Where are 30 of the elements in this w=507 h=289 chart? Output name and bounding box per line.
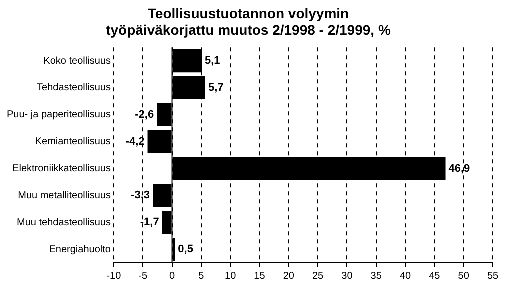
chart-title: Teollisuustuotannon volyymin bbox=[148, 5, 350, 22]
x-tick-label: -10 bbox=[106, 270, 122, 282]
x-tick-label: 20 bbox=[283, 270, 295, 282]
y-tick-label: Energiahuolto bbox=[49, 244, 112, 256]
y-tick-label: Muu metalliteollisuus bbox=[18, 190, 111, 202]
y-tick-label: Muu tehdasteollisuus bbox=[16, 217, 111, 228]
data-label: 5,1 bbox=[205, 55, 220, 68]
data-label: 46,9 bbox=[448, 162, 470, 175]
x-tick-label: -5 bbox=[138, 270, 148, 282]
x-tick-label: 40 bbox=[400, 270, 412, 282]
x-tick-label: 5 bbox=[198, 270, 205, 282]
chart-subtitle: työpäiväkorjattu muutos 2/1998 - 2/1999, % bbox=[106, 22, 392, 38]
x-tick-label: 15 bbox=[254, 270, 266, 282]
y-tick-label: Puu- ja paperiteollisuus bbox=[6, 110, 111, 121]
x-tick-label: 50 bbox=[458, 270, 470, 282]
x-tick-label: 45 bbox=[429, 270, 441, 282]
x-tick-label: 35 bbox=[370, 270, 382, 282]
data-label: 0,5 bbox=[178, 244, 194, 256]
y-tick-label: Elektroniikkateollisuus bbox=[12, 164, 111, 175]
x-tick-label: 10 bbox=[225, 270, 237, 282]
x-tick-label: 25 bbox=[312, 270, 324, 282]
x-tick-label: 30 bbox=[342, 270, 354, 282]
data-label: 5,7 bbox=[208, 82, 224, 94]
data-label: -3,3 bbox=[131, 190, 150, 202]
x-tick-label: 0 bbox=[169, 270, 176, 282]
y-tick-label: Tehdasteollisuus bbox=[37, 82, 111, 94]
x-tick-label: 55 bbox=[487, 270, 499, 282]
y-tick-label: Koko teollisuus bbox=[44, 56, 111, 67]
data-label: -1,7 bbox=[140, 216, 160, 229]
y-tick-label: Kemianteollisuus bbox=[35, 136, 111, 148]
